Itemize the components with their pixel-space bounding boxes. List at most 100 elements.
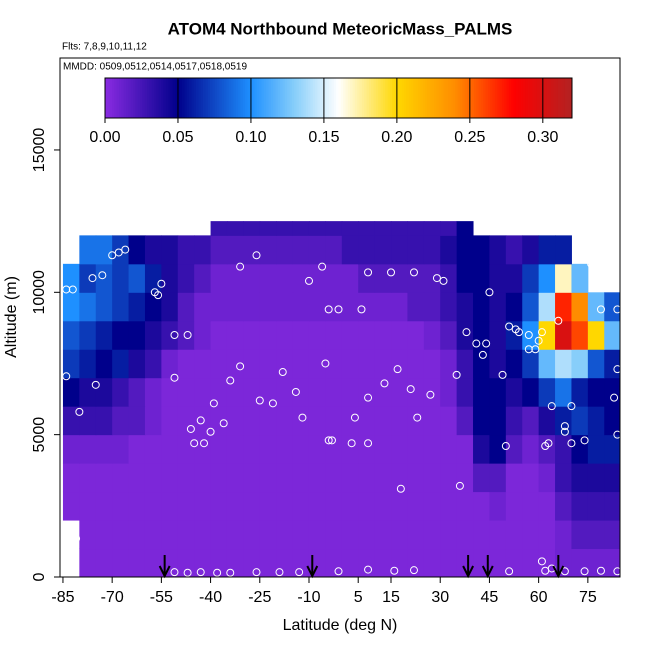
heat-cell (194, 434, 212, 464)
heat-cell (391, 434, 408, 464)
heat-cell (112, 548, 130, 577)
sample-point (544, 439, 553, 448)
colorbar-swatch (331, 78, 335, 118)
heat-cell (391, 377, 408, 407)
colorbar-swatch (226, 78, 230, 118)
colorbar-swatch (378, 78, 381, 118)
sample-point (567, 439, 576, 448)
heat-cell (226, 377, 244, 407)
heat-cell (505, 235, 523, 265)
heat-cell (128, 292, 146, 322)
heat-cell (407, 463, 425, 493)
heat-cell (341, 235, 359, 265)
heat-cell (128, 320, 146, 350)
heat-cell (62, 434, 80, 464)
heat-cell (407, 221, 425, 236)
heat-cell (391, 221, 408, 236)
sample-point (393, 365, 402, 374)
heat-cell (95, 235, 113, 265)
heat-cell (571, 349, 589, 379)
colorbar-swatch (214, 78, 218, 118)
colorbar-swatch (296, 78, 300, 118)
heat-cell (259, 235, 277, 265)
arrow (552, 555, 565, 579)
heat-cell (571, 320, 589, 350)
heat-cell (62, 463, 80, 493)
heat-cell (308, 434, 326, 464)
x-tick-label: 15 (382, 589, 400, 606)
sample-point (482, 339, 491, 348)
heat-cell (423, 463, 441, 493)
heat-cell (308, 292, 326, 322)
sample-point (596, 305, 605, 314)
heat-cell (423, 221, 441, 236)
heat-cell (194, 463, 212, 493)
heat-cell (276, 548, 294, 577)
colorbar-swatch (294, 78, 297, 118)
sample-point (68, 285, 77, 294)
colorbar-swatch (464, 78, 468, 118)
colorbar-swatch (338, 78, 342, 118)
heat-cell (325, 377, 343, 407)
heat-cell (259, 292, 277, 322)
heat-cell (308, 406, 326, 436)
sample-point (613, 365, 620, 374)
sample-point (213, 568, 222, 577)
colorbar-swatch (455, 78, 458, 118)
heat-cell (489, 520, 507, 550)
heat-cell (538, 263, 556, 293)
heat-cell (210, 491, 228, 521)
heat-cell (112, 320, 130, 350)
sample-point (531, 345, 540, 354)
colorbar-swatch (275, 78, 279, 118)
sample-point (567, 402, 576, 411)
colorbar-swatch (242, 78, 246, 118)
heat-cell (308, 349, 326, 379)
colorbar-swatch (476, 78, 479, 118)
arrow-head (552, 565, 565, 579)
colorbar-swatch (424, 78, 428, 118)
colorbar-swatch (266, 78, 269, 118)
heat-cell (538, 548, 556, 577)
heat-cell (522, 292, 540, 322)
colorbar-swatch (217, 78, 220, 118)
colorbar-swatch (368, 78, 372, 118)
heat-cell (538, 235, 556, 265)
heat-cell (341, 349, 359, 379)
sample-point (196, 416, 205, 425)
heat-cell (62, 349, 80, 379)
heat-cell (391, 491, 408, 521)
heat-cell (95, 320, 113, 350)
heat-cell (587, 292, 605, 322)
colorbar-swatch (198, 78, 202, 118)
heat-cell (555, 349, 572, 379)
colorbar-swatch (151, 78, 155, 118)
heat-cell (276, 263, 294, 293)
colorbar-swatch (352, 78, 356, 118)
heat-cell (391, 292, 408, 322)
sample-point (114, 248, 123, 257)
heat-cell (505, 520, 523, 550)
heat-cell (456, 221, 474, 236)
heat-cell (128, 263, 146, 293)
heat-cell (473, 377, 490, 407)
sample-point (547, 402, 556, 411)
sample-point (150, 288, 159, 297)
colorbar-swatch (394, 78, 398, 118)
heat-cell (505, 349, 523, 379)
heat-cell (489, 434, 507, 464)
heat-cell (292, 377, 310, 407)
heat-cell (95, 406, 113, 436)
colorbar-swatch (532, 78, 536, 118)
heat-cell (243, 520, 261, 550)
heat-cell (555, 491, 572, 521)
heat-cell (473, 292, 490, 322)
heat-cell (308, 221, 326, 236)
colorbar-swatch (385, 78, 388, 118)
colorbar-swatch (427, 78, 430, 118)
heat-cell (604, 434, 620, 464)
heat-cell (423, 520, 441, 550)
heat-cell (259, 463, 277, 493)
x-tick-label: -25 (248, 589, 271, 606)
